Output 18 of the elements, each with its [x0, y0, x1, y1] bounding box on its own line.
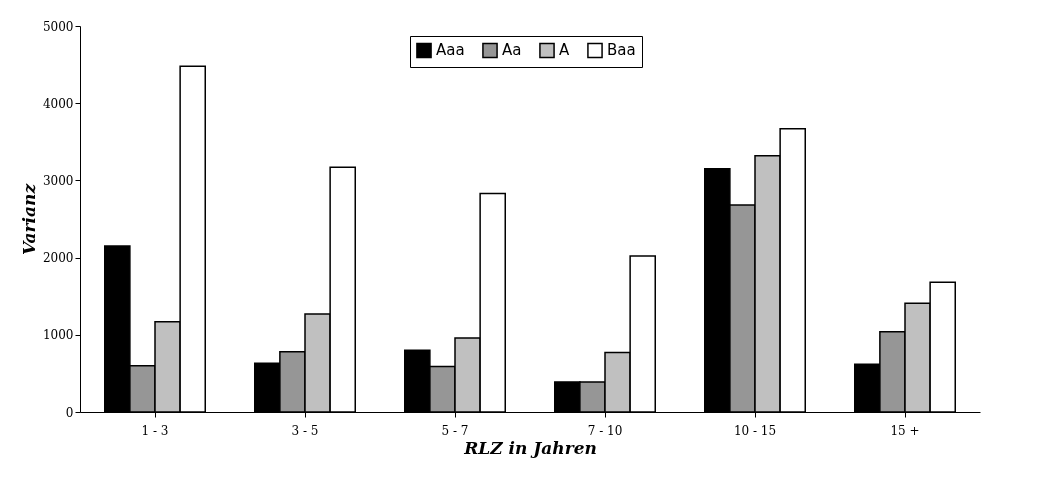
legend-label: Aa	[502, 41, 522, 60]
y-tick-label: 4000	[42, 96, 74, 111]
y-tick-label: 0	[65, 405, 74, 420]
legend-label: Baa	[607, 41, 636, 60]
x-tick-label: 15 +	[890, 423, 920, 438]
x-tick-label: 10 - 15	[733, 423, 777, 438]
y-tick-label: 3000	[42, 173, 74, 188]
x-tick-label: 7 - 10	[587, 423, 623, 438]
x-tick-label: 5 - 7	[441, 423, 469, 438]
y-tick-label: 1000	[42, 328, 74, 343]
x-tick-label: 1 - 3	[141, 423, 169, 438]
y-tick-label: 2000	[42, 251, 74, 266]
legend-label: Aaa	[436, 41, 465, 60]
legend-label: A	[559, 41, 570, 60]
x-axis-title: RLZ in Jahren	[463, 437, 597, 458]
x-tick-label: 3 - 5	[291, 423, 319, 438]
y-tick-label: 5000	[42, 19, 74, 34]
y-axis-title: Varianz	[18, 183, 39, 256]
